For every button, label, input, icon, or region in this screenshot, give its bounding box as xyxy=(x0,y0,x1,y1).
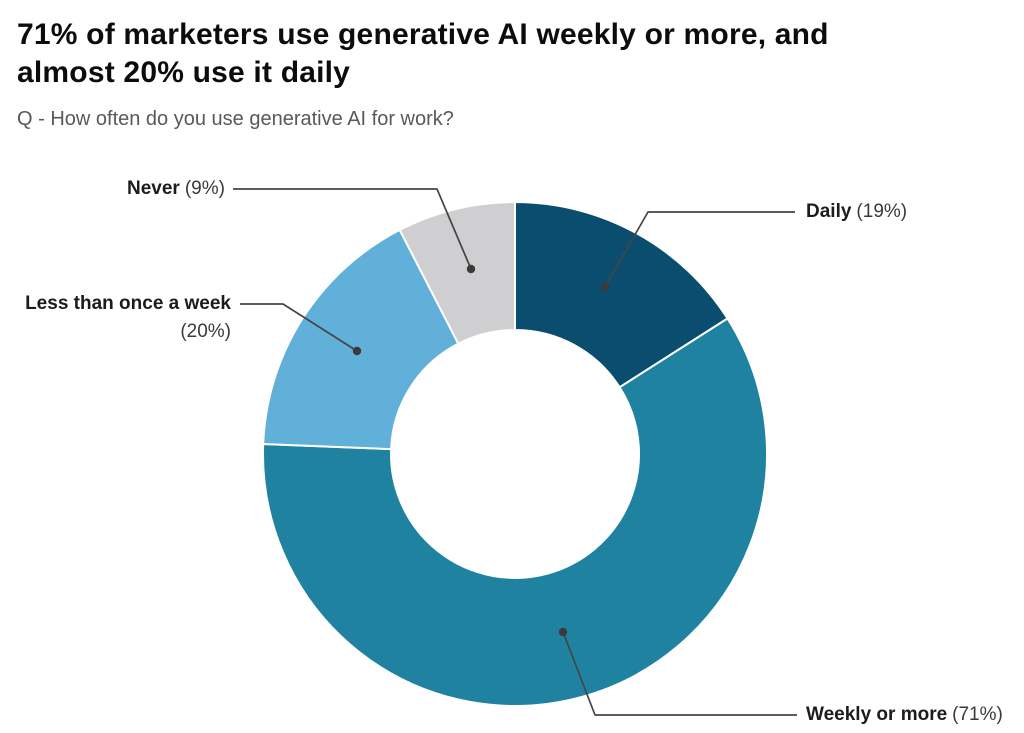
slice-label-less-than-once-a-week: Less than once a week (20%) xyxy=(25,290,231,346)
leader-line-daily xyxy=(604,211,795,288)
leader-dot-daily xyxy=(600,282,610,292)
leader-line-less xyxy=(240,303,358,352)
donut-slice-less-than-once-a-week xyxy=(262,228,460,451)
leader-dot-less xyxy=(352,346,362,356)
slice-label-never-value: (9%) xyxy=(184,178,225,199)
survey-question: Q - How often do you use generative AI f… xyxy=(17,108,454,130)
page-title-line2: almost 20% use it daily xyxy=(17,56,351,89)
leader-dot-never xyxy=(466,264,476,274)
slice-label-less-name: Less than once a week xyxy=(25,293,231,314)
leader-line-weekly xyxy=(562,631,797,716)
slice-label-daily-name: Daily xyxy=(806,201,852,222)
slice-label-daily: Daily (19%) xyxy=(806,200,907,224)
slice-label-daily-value: (19%) xyxy=(856,201,908,222)
leader-dot-weekly xyxy=(558,627,568,637)
slice-label-never-name: Never xyxy=(127,178,180,199)
slice-label-weekly-value: (71%) xyxy=(952,704,1003,725)
donut-slice-daily xyxy=(514,201,729,389)
donut-slice-never xyxy=(398,201,516,345)
donut-slices xyxy=(262,201,768,707)
page-title: 71% of marketers use generative AI weekl… xyxy=(17,16,977,92)
slice-label-weekly-or-more: Weekly or more (71%) xyxy=(806,703,1003,727)
page-title-line1: 71% of marketers use generative AI weekl… xyxy=(17,18,829,51)
slice-label-weekly-name: Weekly or more xyxy=(806,704,948,725)
donut-slice-weekly-or-more xyxy=(262,317,768,707)
slice-label-never: Never (9%) xyxy=(127,177,225,201)
slice-label-less-value: (20%) xyxy=(180,321,231,342)
leader-line-never xyxy=(233,188,472,270)
